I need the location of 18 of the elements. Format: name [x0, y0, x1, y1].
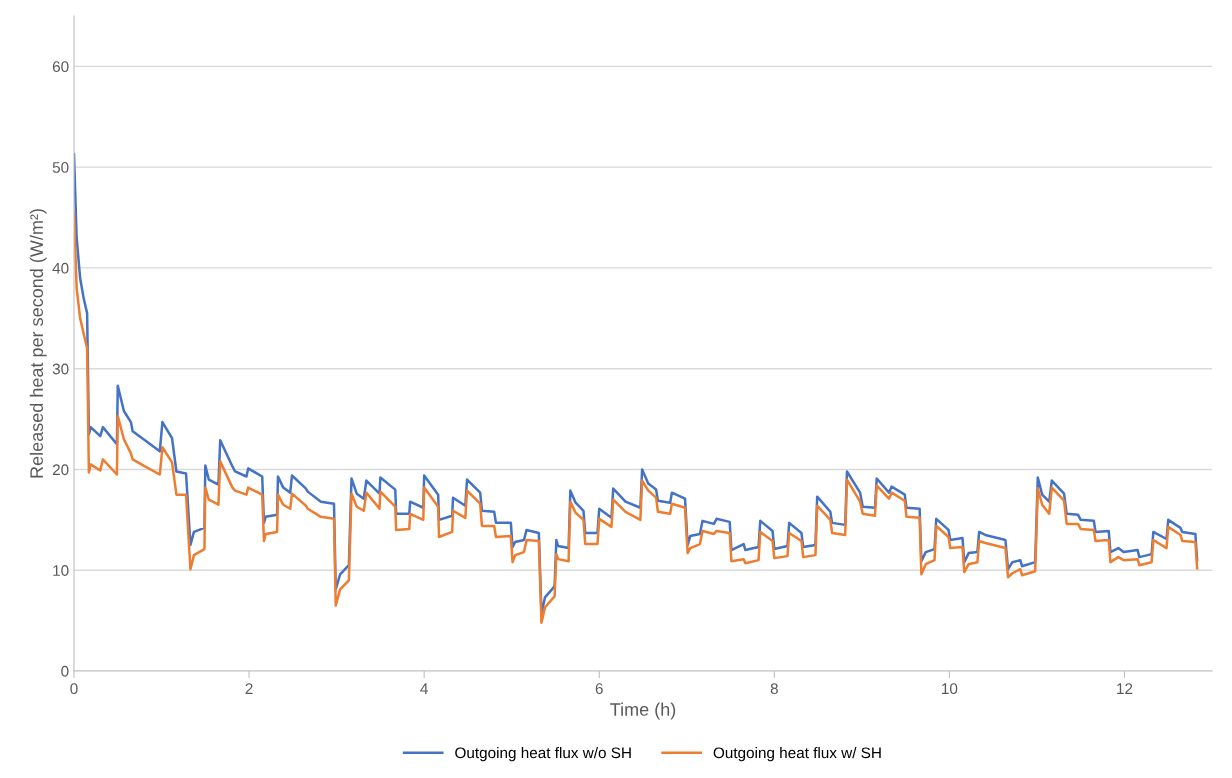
y-tick-label: 40 — [52, 262, 69, 274]
x-tick-label: 0 — [70, 683, 78, 695]
y-tick-label: 60 — [52, 61, 69, 73]
x-tick-label: 4 — [420, 683, 428, 694]
x-tick-label: 8 — [770, 683, 778, 695]
legend-label: Outgoing heat flux w/ SH — [713, 746, 881, 762]
x-tick-label: 2 — [245, 683, 253, 694]
y-tick-label: 0 — [61, 665, 69, 677]
legend-label: Outgoing heat flux w/o SH — [455, 746, 631, 762]
y-axis-title: Released heat per second (W/m²) — [29, 209, 47, 478]
x-axis-title: Time (h) — [610, 702, 676, 720]
x-tick-label: 6 — [595, 683, 603, 695]
y-tick-label: 30 — [52, 363, 69, 375]
y-tick-label: 20 — [52, 464, 69, 476]
x-tick-label: 12 — [1117, 683, 1133, 694]
y-tick-label: 10 — [53, 565, 69, 576]
y-tick-label: 50 — [52, 162, 69, 173]
x-tick-label: 10 — [942, 683, 958, 695]
